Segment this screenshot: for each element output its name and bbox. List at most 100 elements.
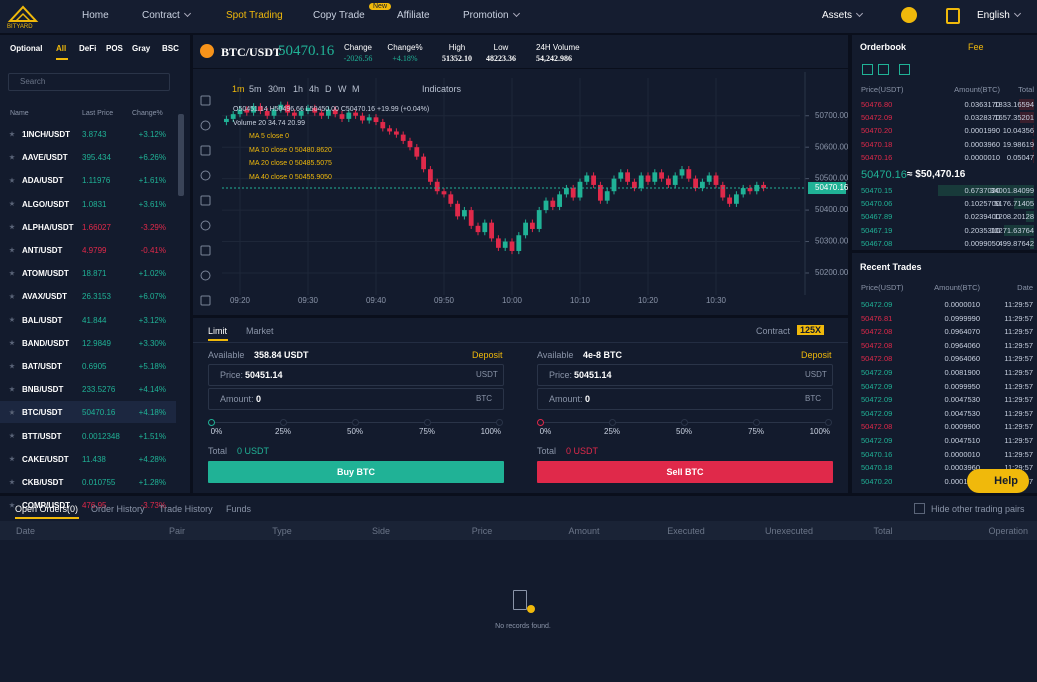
nav-item[interactable]: Promotion <box>463 9 520 21</box>
form-tab[interactable]: Market <box>246 326 274 336</box>
input-box[interactable] <box>537 364 833 386</box>
help-button[interactable]: Help <box>967 469 1029 493</box>
pair-name[interactable]: BNB/USDT <box>22 385 64 395</box>
pair-name[interactable]: AVAX/USDT <box>22 292 68 302</box>
nav-bar <box>0 0 1037 33</box>
price-label: Price: <box>549 370 573 380</box>
trade-cell: 11:29:57 <box>1004 300 1033 309</box>
orders-tab[interactable]: Open Orders(0) <box>15 504 79 514</box>
assets[interactable]: Assets <box>822 9 864 21</box>
interval[interactable]: W <box>338 84 347 94</box>
pair-name[interactable]: AAVE/USDT <box>22 153 68 163</box>
slider-dot[interactable] <box>825 419 832 426</box>
nav-item[interactable]: Copy Trade <box>313 10 365 21</box>
contract-link[interactable]: Contract <box>756 326 791 336</box>
pair-name[interactable]: COMP/USDT <box>22 501 70 511</box>
interval[interactable]: 1h <box>293 84 304 94</box>
star[interactable] <box>9 432 15 439</box>
pair-name[interactable]: BAT/USDT <box>22 362 62 371</box>
wallet-icon[interactable] <box>946 8 960 24</box>
slider-dot[interactable] <box>352 419 359 426</box>
pair-name[interactable]: BTT/USDT <box>22 431 62 441</box>
orders-tab[interactable]: Order History <box>91 504 145 514</box>
star[interactable] <box>9 247 15 253</box>
market-tab[interactable]: BSC <box>162 44 179 53</box>
tool-icon <box>200 220 211 231</box>
star[interactable] <box>9 154 15 160</box>
slider-dot[interactable] <box>280 419 287 426</box>
search-box[interactable] <box>8 73 170 91</box>
star[interactable] <box>9 455 15 462</box>
star[interactable] <box>9 131 15 137</box>
view-toggle[interactable] <box>862 64 873 75</box>
indicators[interactable]: Indicators <box>422 84 462 94</box>
star[interactable] <box>9 200 15 207</box>
checkbox[interactable] <box>914 503 925 514</box>
slider-dot[interactable] <box>681 419 688 426</box>
deposit-link[interactable]: Deposit <box>801 350 832 360</box>
stat-value: +4.18% <box>392 54 418 63</box>
market-tab[interactable]: All <box>56 44 67 53</box>
star[interactable] <box>9 293 15 299</box>
star[interactable] <box>9 270 15 276</box>
slider-dot[interactable] <box>609 419 616 426</box>
pair-name[interactable]: BAL/USDT <box>22 315 63 325</box>
orders-tab[interactable]: Trade History <box>159 504 213 514</box>
star[interactable] <box>9 502 15 508</box>
market-tab[interactable]: Gray <box>132 44 151 53</box>
nav-item[interactable]: Contract <box>142 9 191 21</box>
market-tab[interactable]: DeFi <box>79 44 97 53</box>
pair-name[interactable]: BAND/USDT <box>22 338 70 348</box>
bid-cell: 5176.71405 <box>994 199 1034 209</box>
interval[interactable]: 30m <box>268 84 286 94</box>
star[interactable] <box>9 363 15 369</box>
pair-name[interactable]: CAKE/USDT <box>22 454 69 464</box>
pair-name[interactable]: ANT/USDT <box>22 246 63 255</box>
form-tab[interactable]: Limit <box>208 326 228 336</box>
language[interactable]: English <box>977 9 1021 21</box>
slider-dot[interactable] <box>424 419 431 426</box>
slider-dot[interactable] <box>496 419 503 426</box>
view-toggle[interactable] <box>878 64 889 75</box>
star[interactable] <box>9 409 15 415</box>
market-tab[interactable]: POS <box>106 44 123 53</box>
input-box[interactable] <box>208 388 504 410</box>
pair-name[interactable]: ALPHA/USDT <box>22 222 74 232</box>
pair-name[interactable]: ATOM/USDT <box>22 269 69 279</box>
submit-button[interactable]: Sell BTC <box>537 461 833 483</box>
slider-dot[interactable] <box>208 419 215 426</box>
view-toggle[interactable] <box>899 64 910 75</box>
input-box[interactable] <box>208 364 504 386</box>
nav-item[interactable]: Spot Trading <box>226 10 283 21</box>
nav-item[interactable]: Home <box>82 10 109 21</box>
star[interactable] <box>9 479 15 485</box>
interval[interactable]: 1m <box>232 84 245 94</box>
pair-name[interactable]: ALGO/USDT <box>22 199 70 209</box>
user-icon[interactable] <box>901 7 917 23</box>
ask-cell: 0.05047 <box>1006 152 1034 162</box>
column-header: Last Price <box>82 110 114 117</box>
star[interactable] <box>9 316 15 323</box>
pair-name[interactable]: ADA/USDT <box>22 176 64 186</box>
market-tab[interactable]: Optional <box>10 44 43 53</box>
orders-tab[interactable]: Funds <box>226 504 252 514</box>
interval[interactable]: M <box>352 84 360 94</box>
trade-cell: 11:29:57 <box>1004 449 1033 459</box>
interval[interactable]: 5m <box>249 84 262 94</box>
star[interactable] <box>9 386 15 392</box>
star[interactable] <box>9 177 15 183</box>
ask-cell: 50470.18 <box>861 139 893 149</box>
pair-name[interactable]: CKB/USDT <box>22 478 64 487</box>
input-box[interactable] <box>537 388 833 410</box>
interval[interactable]: 4h <box>309 84 320 94</box>
star[interactable] <box>9 339 15 346</box>
deposit-link[interactable]: Deposit <box>472 350 503 360</box>
star[interactable] <box>9 223 15 230</box>
nav-item[interactable]: Affiliate <box>397 10 430 21</box>
slider-dot[interactable] <box>537 419 544 426</box>
submit-button[interactable]: Buy BTC <box>208 461 504 483</box>
pair-name[interactable]: 1INCH/USDT <box>22 130 71 139</box>
slider-dot[interactable] <box>753 419 760 426</box>
interval[interactable]: D <box>325 84 332 94</box>
pair-name[interactable]: BTC/USDT <box>22 408 63 418</box>
